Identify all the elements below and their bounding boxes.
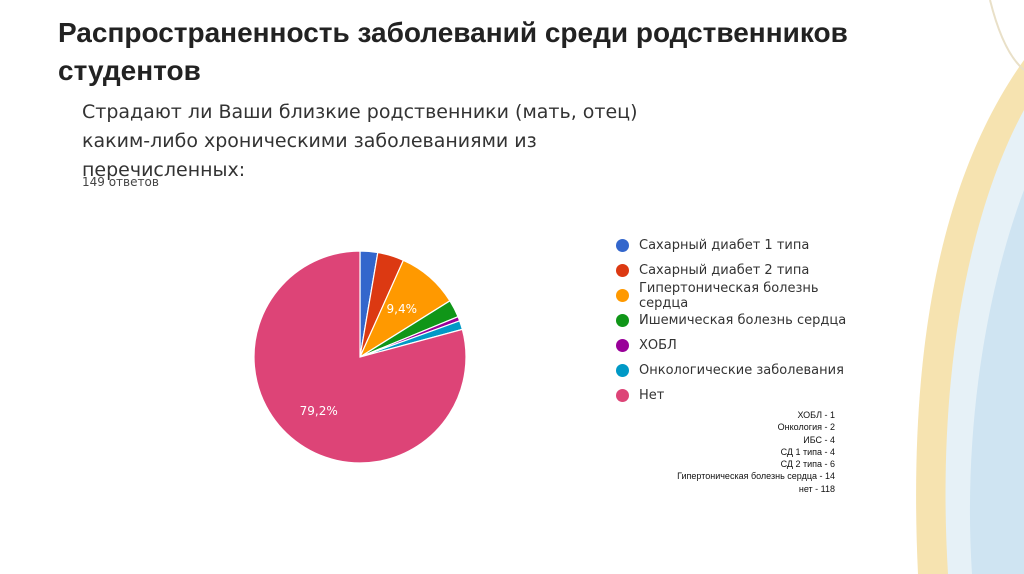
count-line-4: СД 1 типа - 4 [780,446,835,457]
legend-label: Гипертоническая болезнь сердца [639,280,819,311]
slide-title: Распространенность заболеваний среди род… [58,17,848,86]
legend-item-7: Нет [616,383,860,408]
chart-legend: Сахарный диабет 1 типа Сахарный диабет 2 … [616,233,860,408]
legend-label: Сахарный диабет 1 типа [639,238,810,253]
chart-panel: Страдают ли Ваши близкие родственники (м… [80,88,860,494]
legend-label: Онкологические заболевания [639,363,844,378]
legend-swatch [616,289,629,302]
count-line-5: СД 2 типа - 6 [780,459,835,470]
chart-title: Страдают ли Ваши близкие родственники (м… [82,101,638,181]
legend-label: ХОБЛ [639,338,677,353]
legend-swatch [616,264,629,277]
legend-swatch [616,389,629,402]
legend-item-6: Онкологические заболевания [616,358,860,383]
count-line-3: ИБС - 4 [803,434,835,445]
legend-item-4: Ишемическая болезнь сердца [616,308,860,333]
legend-item-1: Сахарный диабет 1 типа [616,233,860,258]
legend-label: Ишемическая болезнь сердца [639,313,847,328]
legend-item-5: ХОБЛ [616,333,860,358]
slice-label-7: 79,2% [300,404,338,418]
legend-label: Нет [639,388,665,403]
count-line-6: Гипертоническая болезнь сердца - 14 [677,471,835,482]
pie-chart: 9,4% 79,2% [253,250,467,464]
decor-wave-blue [969,190,1024,574]
legend-swatch [616,364,629,377]
legend-swatch [616,239,629,252]
legend-item-2: Сахарный диабет 2 типа [616,258,860,283]
count-line-1: ХОБЛ - 1 [797,410,835,420]
legend-item-3: Гипертоническая болезнь сердца [616,280,860,311]
legend-label: Сахарный диабет 2 типа [639,263,810,278]
slice-label-3: 9,4% [387,302,418,316]
count-line-2: Онкология - 2 [777,422,835,433]
legend-swatch [616,339,629,352]
decor-wave-line [989,0,1024,71]
response-count: 149 ответов [82,175,159,189]
counts-note: ХОБЛ - 1 Онкология - 2 ИБС - 4 СД 1 типа - … [677,409,835,495]
count-line-7: нет - 118 [798,483,835,494]
legend-swatch [616,314,629,327]
pie-slice-7 [253,250,467,464]
